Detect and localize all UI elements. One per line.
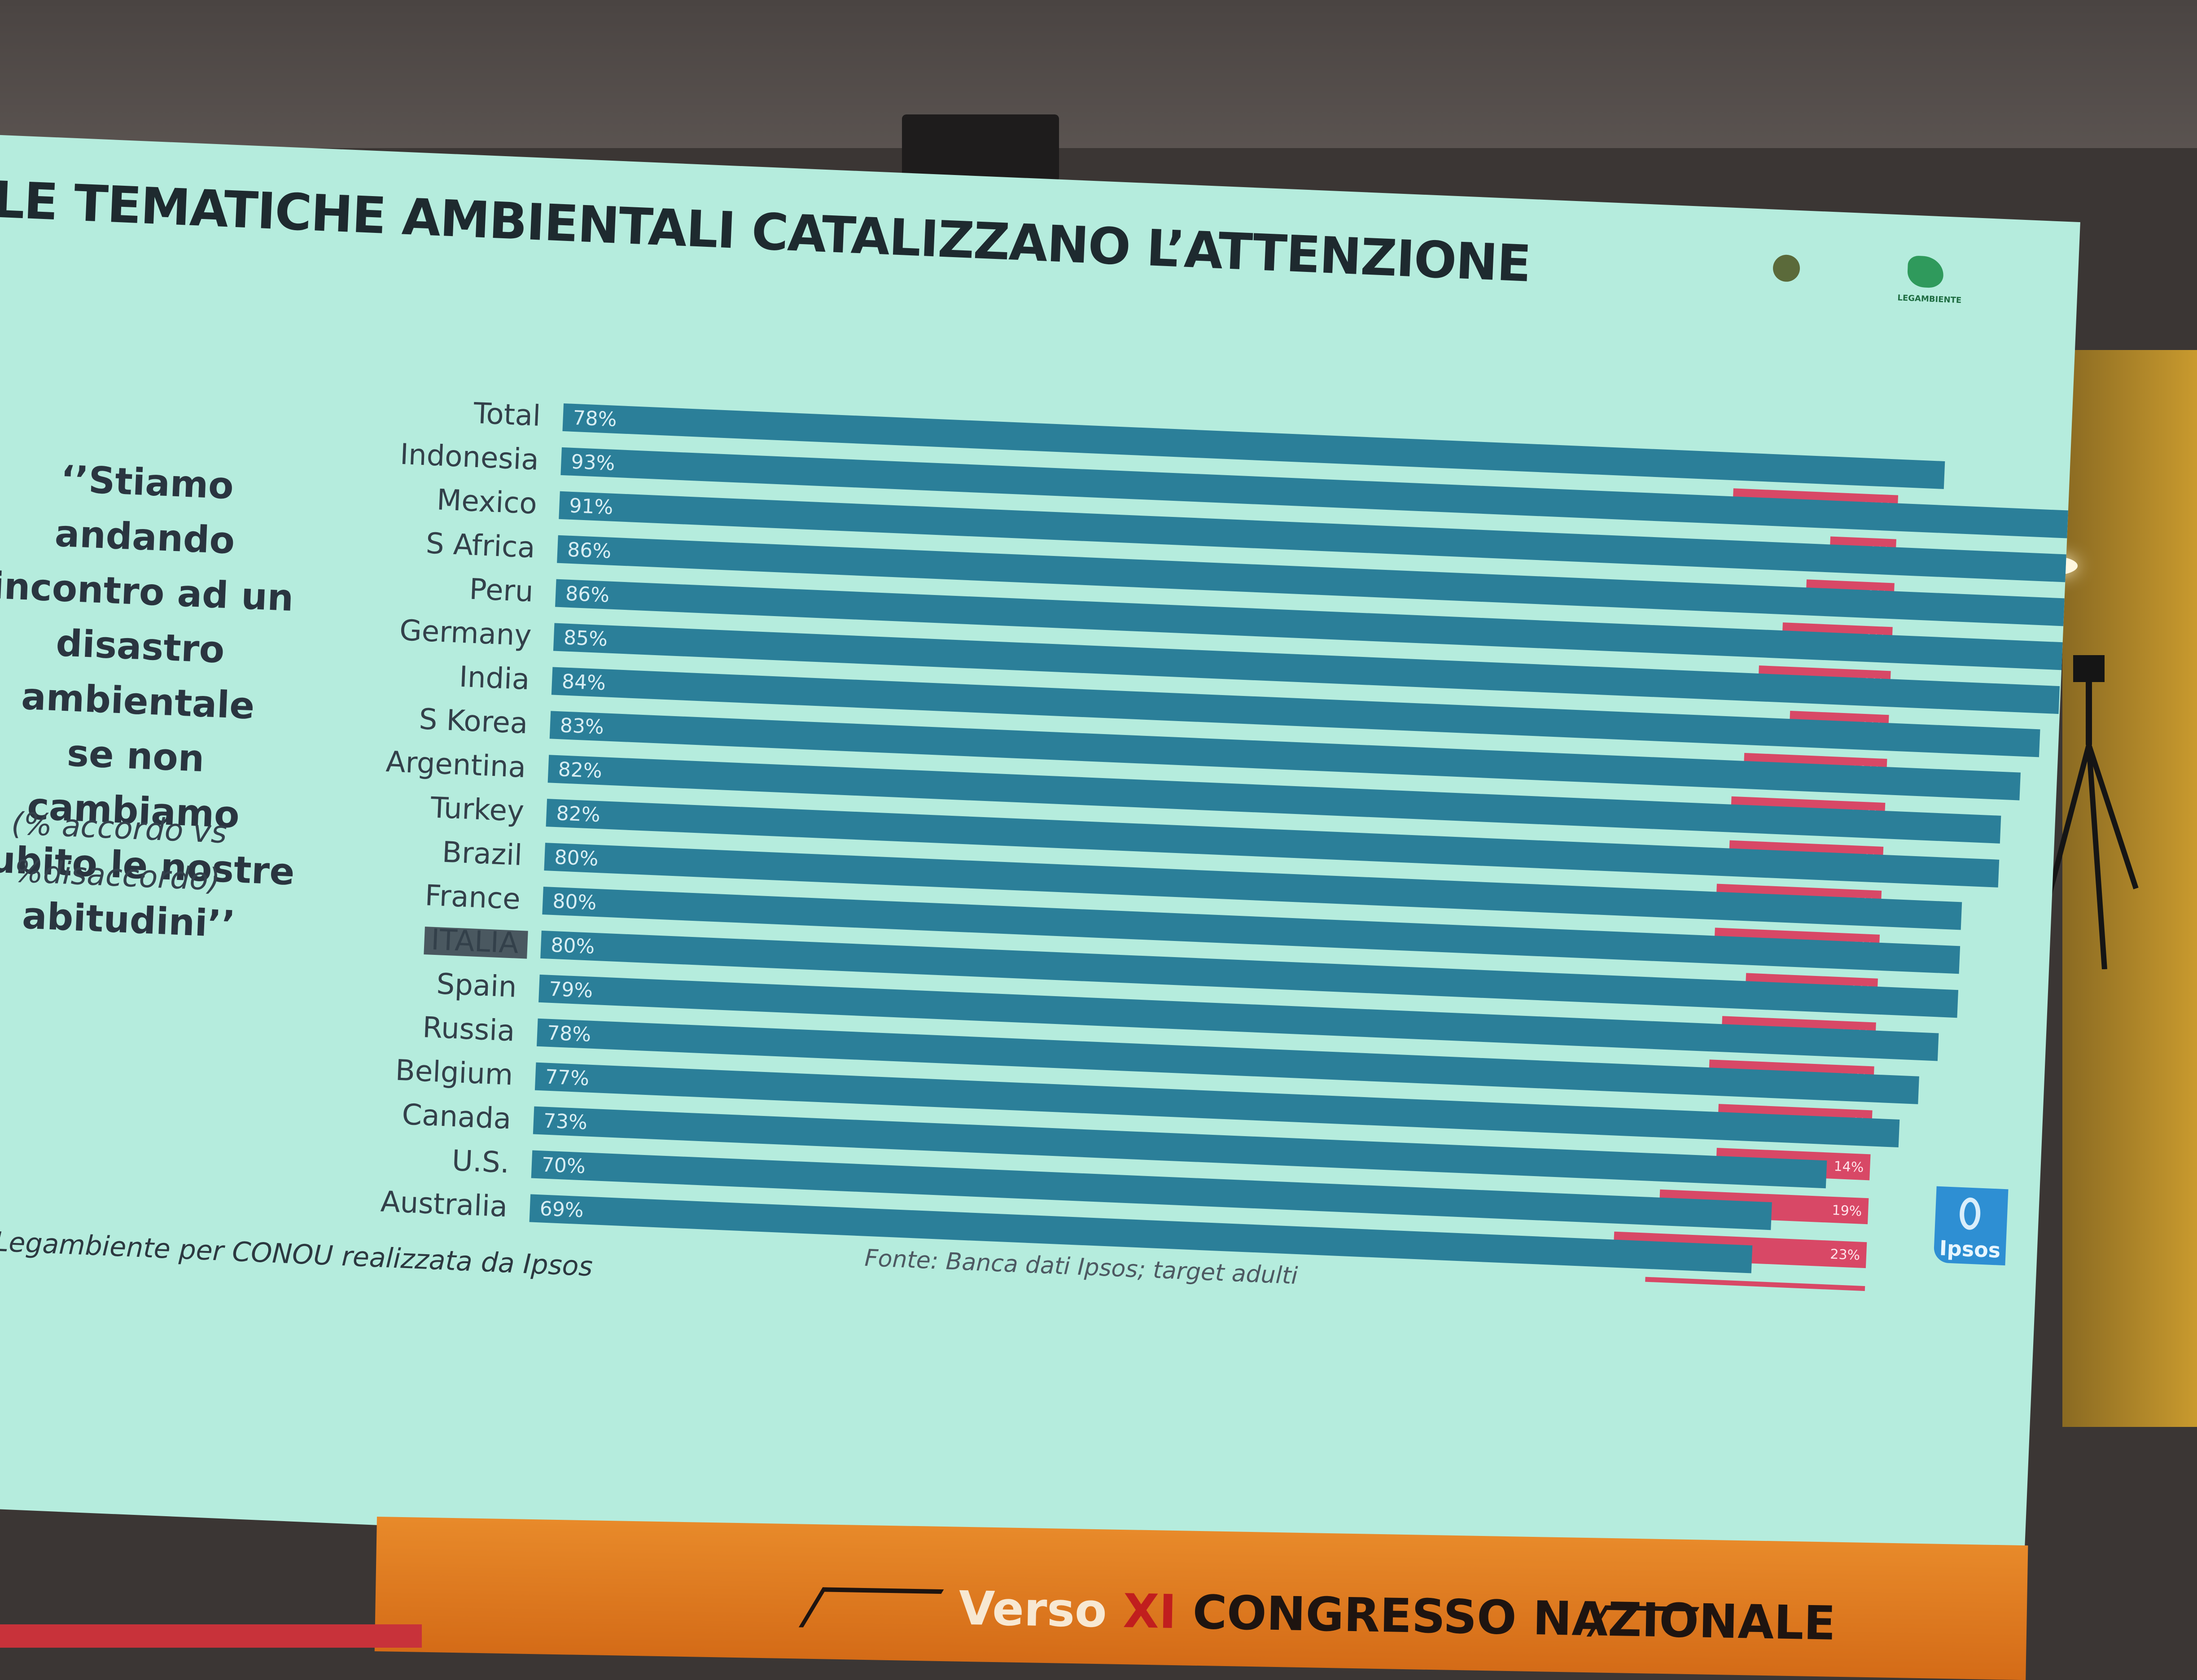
agree-value-label: 91% bbox=[569, 494, 613, 519]
agree-bar bbox=[555, 579, 2079, 671]
highlight-label-bg bbox=[424, 927, 528, 959]
agree-bar bbox=[538, 974, 1939, 1061]
category-label: S Africa bbox=[425, 527, 536, 564]
agree-bar bbox=[534, 1062, 1900, 1147]
agree-value-label: 85% bbox=[563, 626, 608, 651]
agree-value-label: 70% bbox=[541, 1153, 586, 1178]
agree-value-label: 67% bbox=[536, 1285, 581, 1298]
agree-value-label: 93% bbox=[571, 451, 616, 475]
congress-banner: Verso XI CONGRESSO NAZIONALE bbox=[374, 1517, 2028, 1680]
category-label: Russia bbox=[422, 1011, 516, 1048]
agree-value-label: 80% bbox=[554, 846, 599, 871]
agree-value-label: 80% bbox=[552, 890, 597, 914]
agree-bar bbox=[547, 755, 2001, 844]
category-label: Spain bbox=[436, 967, 517, 1004]
banner-prefix: Verso bbox=[958, 1580, 1124, 1639]
agree-bar bbox=[549, 711, 2021, 801]
category-label: ITALIA bbox=[430, 923, 519, 960]
projection-screen: LE TEMATICHE AMBIENTALI CATALIZZANO L’AT… bbox=[0, 135, 2080, 1594]
bottom-red-stripe bbox=[0, 1624, 422, 1648]
category-label: Brazil bbox=[442, 836, 523, 872]
category-label: Germany bbox=[399, 614, 532, 652]
category-label: Indonesia bbox=[399, 438, 539, 477]
agree-value-label: 80% bbox=[550, 934, 595, 958]
category-label: U.S. bbox=[451, 1144, 510, 1180]
disagree-value-label: 20% bbox=[1828, 1291, 1859, 1298]
agree-bar bbox=[551, 667, 2040, 757]
agree-bar bbox=[553, 623, 2060, 714]
camera-tripod-icon bbox=[2046, 655, 2139, 969]
agree-value-label: 83% bbox=[560, 714, 604, 739]
agree-bar bbox=[531, 1150, 1772, 1230]
banner-arrow-left-icon bbox=[798, 1587, 944, 1630]
disagree-value-label: 14% bbox=[1834, 1159, 1864, 1176]
agree-value-label: 82% bbox=[558, 758, 603, 783]
category-label: Canada bbox=[401, 1098, 512, 1136]
ipsos-mark-icon bbox=[1959, 1197, 1981, 1230]
agree-value-label: 78% bbox=[573, 407, 617, 431]
agree-bar bbox=[562, 403, 1945, 489]
agree-bar bbox=[557, 535, 2080, 627]
category-label: Turkey bbox=[429, 791, 525, 828]
agree-bar bbox=[544, 843, 1962, 930]
agree-bar bbox=[560, 447, 2080, 544]
ipsos-logo: Ipsos bbox=[1933, 1186, 2009, 1266]
category-label: Mexico bbox=[436, 483, 538, 521]
agree-value-label: 73% bbox=[543, 1110, 588, 1134]
category-label: Argentina bbox=[385, 745, 526, 784]
agree-value-label: 82% bbox=[556, 802, 601, 827]
disagree-bar bbox=[1644, 1277, 1865, 1299]
category-label: India bbox=[459, 661, 530, 697]
category-label: GB bbox=[461, 1277, 505, 1298]
room-wall-right bbox=[2062, 350, 2197, 1427]
agree-bar bbox=[533, 1106, 1827, 1189]
banner-title: CONGRESSO NAZIONALE bbox=[1176, 1584, 1836, 1651]
ipsos-logo-text: Ipsos bbox=[1939, 1236, 2001, 1263]
agree-value-label: 84% bbox=[561, 670, 606, 695]
banner-roman-numeral: XI bbox=[1122, 1584, 1177, 1640]
disagree-value-label: 23% bbox=[1830, 1247, 1860, 1264]
banner-arrow-right-icon bbox=[1586, 1605, 1700, 1638]
disagree-value-label: 19% bbox=[1832, 1203, 1862, 1220]
agree-value-label: 78% bbox=[547, 1022, 591, 1046]
agree-value-label: 77% bbox=[545, 1066, 590, 1090]
agree-bar bbox=[540, 930, 1959, 1018]
category-label: S Korea bbox=[418, 703, 528, 740]
category-label: France bbox=[424, 879, 521, 916]
category-label: Total bbox=[473, 397, 541, 433]
banner-text: Verso XI CONGRESSO NAZIONALE bbox=[958, 1581, 1836, 1651]
agree-bar bbox=[546, 799, 2000, 888]
category-label: Australia bbox=[380, 1185, 508, 1224]
category-label: Peru bbox=[468, 573, 534, 609]
agree-value-label: 86% bbox=[567, 538, 612, 563]
agree-bar bbox=[525, 1282, 1714, 1299]
room-ceiling bbox=[0, 0, 2197, 148]
agree-bar bbox=[529, 1194, 1753, 1273]
agree-bar bbox=[559, 491, 2080, 587]
ceiling-projector bbox=[902, 114, 1059, 182]
agree-value-label: 79% bbox=[548, 978, 593, 1002]
category-label: Belgium bbox=[395, 1054, 514, 1092]
agree-bar bbox=[542, 887, 1961, 974]
agree-value-label: 69% bbox=[539, 1197, 584, 1222]
agree-value-label: 86% bbox=[565, 582, 610, 607]
agree-bar bbox=[536, 1018, 1919, 1104]
